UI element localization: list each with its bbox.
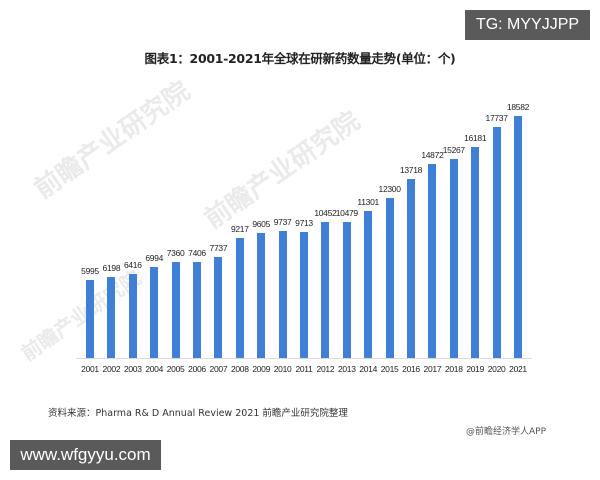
bar-2005: [171, 262, 180, 358]
x-tick-label-2006: 2006: [188, 364, 206, 374]
x-tick-label-2009: 2009: [252, 364, 271, 374]
source-note: 资料来源：Pharma R& D Annual Review 2021 前瞻产业…: [48, 408, 348, 419]
data-label-2001: 5995: [81, 265, 99, 276]
bar-2014: [364, 210, 373, 358]
data-label-2017: 14872: [421, 150, 444, 161]
x-tick-label-2013: 2013: [337, 364, 356, 374]
data-label-2016: 13718: [399, 165, 423, 176]
bar-2008: [235, 237, 244, 358]
bar-2012: [321, 221, 330, 358]
bar-2019: [471, 147, 480, 358]
x-tick-label-2003: 2003: [123, 364, 142, 374]
x-tick-label-2012: 2012: [316, 364, 335, 374]
data-label-2020: 17737: [485, 113, 508, 123]
x-tick-label-2008: 2008: [230, 364, 249, 374]
bar-2016: [407, 179, 415, 358]
x-tick-label-2011: 2011: [295, 364, 313, 374]
data-label-2010: 9737: [273, 217, 292, 228]
x-axis-line: [76, 358, 532, 359]
credit-note: @前瞻经济学人APP: [466, 427, 547, 437]
data-label-2021: 18582: [506, 102, 530, 112]
data-label-2013: 10479: [335, 207, 358, 218]
bar-2017: [428, 164, 437, 358]
data-label-2002: 6198: [102, 263, 121, 274]
data-label-2008: 9217: [230, 223, 249, 234]
bar-2010: [278, 231, 287, 358]
x-tick-label-2001: 2001: [81, 364, 99, 374]
x-tick-label-2010: 2010: [273, 364, 292, 374]
x-tick-label-2018: 2018: [444, 364, 463, 374]
bar-2018: [449, 159, 458, 358]
bar-2004: [150, 266, 159, 358]
bar-2003: [128, 274, 137, 358]
chart-title: 图表1：2001-2021年全球在研新药数量走势(单位：个): [144, 51, 456, 66]
data-label-2007: 7737: [209, 243, 228, 254]
data-label-2012: 10452: [314, 207, 337, 218]
data-label-2004: 6994: [145, 252, 164, 263]
data-label-2011: 9713: [295, 217, 313, 228]
data-label-2006: 7406: [188, 247, 206, 258]
tg-badge: TG: MYYJJPP: [465, 10, 590, 40]
x-tick-label-2014: 2014: [359, 364, 378, 374]
bar-2001: [86, 279, 94, 358]
bar-2007: [214, 257, 223, 358]
data-label-2014: 11301: [357, 196, 379, 207]
bar-2013: [342, 221, 351, 358]
x-tick-label-2002: 2002: [102, 364, 121, 374]
x-tick-label-2020: 2020: [487, 364, 506, 374]
x-tick-label-2007: 2007: [209, 364, 228, 374]
x-tick-label-2005: 2005: [166, 364, 185, 374]
x-tick-label-2015: 2015: [380, 364, 399, 374]
bar-2011: [300, 231, 308, 358]
x-tick-label-2019: 2019: [466, 364, 485, 374]
data-label-2019: 16181: [464, 133, 487, 144]
url-badge: www.wfgyyu.com: [10, 440, 161, 470]
x-tick-label-2004: 2004: [145, 364, 164, 374]
data-label-2005: 7360: [166, 248, 185, 259]
x-tick-label-2016: 2016: [402, 364, 420, 374]
data-label-2018: 15267: [442, 145, 465, 156]
data-label-2009: 9605: [252, 218, 271, 229]
bar-2002: [107, 277, 116, 358]
data-label-2015: 12300: [378, 183, 401, 194]
bar-2020: [492, 127, 501, 358]
bar-2021: [514, 116, 522, 358]
x-tick-label-2021: 2021: [509, 364, 527, 374]
bar-2006: [193, 261, 201, 358]
bar-2015: [385, 197, 394, 358]
bar-2009: [257, 232, 266, 358]
data-label-2003: 6416: [123, 260, 142, 271]
x-tick-label-2017: 2017: [423, 364, 442, 374]
